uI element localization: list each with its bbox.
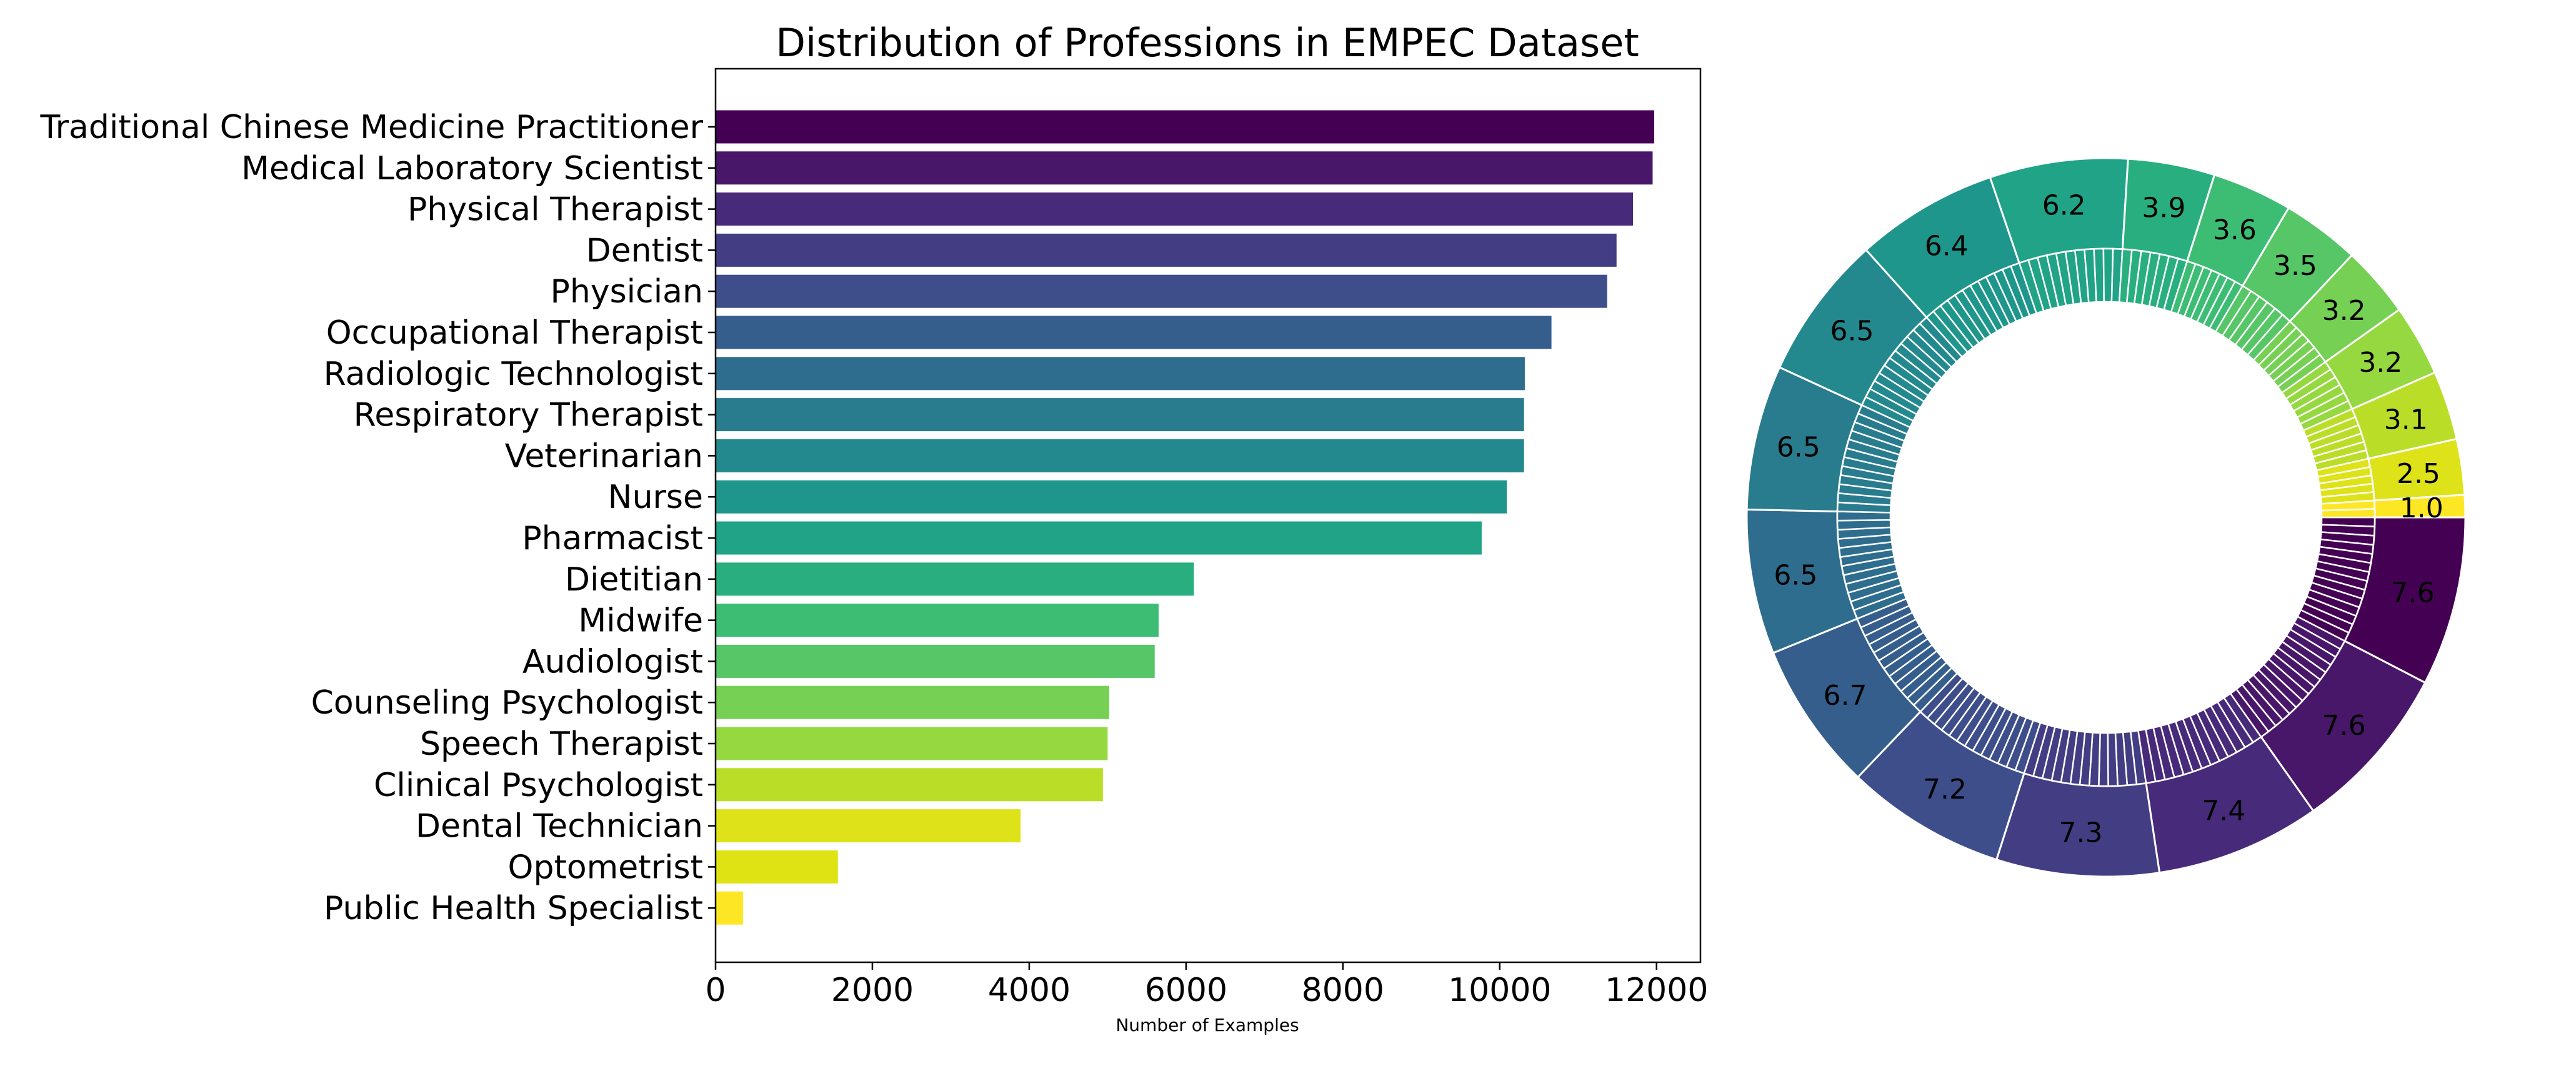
y-tick-label: Optometrist	[508, 849, 703, 886]
donut-chart: 7.6 7.6 7.4 7.3 7.2 6.7 6.5 6.5 6.5 6.4 6.2 3.9 3.6 3…	[1745, 157, 2467, 878]
y-tick-label: Veterinarian	[505, 437, 703, 475]
x-tick-label: 12000	[1605, 972, 1708, 1009]
bar-chart-plot	[716, 110, 1654, 925]
y-tick-label: Physician	[551, 273, 704, 311]
y-tick-label: Dental Technician	[416, 808, 703, 845]
donut-slice-label: 3.5	[2274, 250, 2317, 282]
bar	[716, 151, 1653, 185]
donut-inner-slice	[2107, 732, 2119, 787]
donut-slice-label: 7.2	[1923, 774, 1967, 805]
bar	[716, 357, 1525, 391]
donut-slice-label: 6.7	[1824, 680, 1867, 712]
donut-slice-label: 3.9	[2142, 192, 2185, 224]
y-tick-label: Medical Laboratory Scientist	[241, 150, 703, 187]
donut-slice-label: 1.0	[2400, 492, 2444, 524]
x-tick-label: 4000	[988, 972, 1071, 1009]
bar	[716, 110, 1654, 144]
donut-slice-label: 6.5	[1830, 315, 1874, 347]
x-tick-label: 8000	[1302, 972, 1384, 1009]
donut-slice-label: 7.4	[2202, 795, 2245, 827]
bar	[716, 233, 1617, 267]
donut-slice-label: 3.6	[2213, 214, 2257, 246]
donut-slice-label: 6.2	[2042, 190, 2086, 222]
x-tick-label: 6000	[1145, 972, 1227, 1009]
y-tick-label: Occupational Therapist	[326, 314, 703, 352]
bar	[716, 644, 1155, 678]
bar	[716, 274, 1607, 308]
y-tick-label: Pharmacist	[522, 520, 703, 557]
bar	[716, 809, 1021, 843]
donut-slice-label: 6.4	[1925, 230, 1969, 262]
bar	[716, 727, 1108, 760]
donut-slice-label: 2.5	[2397, 458, 2440, 490]
donut-inner-slice	[2320, 508, 2376, 519]
donut-slice-label: 6.5	[1777, 432, 1820, 464]
donut-slice-label: 7.6	[2391, 577, 2435, 609]
y-tick-label: Dietitian	[565, 561, 703, 599]
y-tick-label: Nurse	[608, 479, 703, 516]
x-tick-label: 2000	[831, 972, 914, 1009]
donut-slice-label: 3.2	[2359, 347, 2402, 379]
y-tick-label: Public Health Specialist	[324, 890, 703, 927]
donut-inner-slice	[1836, 519, 1892, 531]
donut-slice-label: 3.2	[2322, 295, 2366, 327]
y-tick-label: Respiratory Therapist	[354, 397, 703, 434]
x-axis: 0 2000 4000 6000 8000 10000 12000	[705, 962, 1708, 1009]
bar	[716, 521, 1482, 555]
x-tick-label: 10000	[1448, 972, 1551, 1009]
bar	[716, 850, 838, 884]
y-tick-label: Physical Therapist	[407, 191, 703, 229]
x-tick-label: 0	[705, 972, 726, 1009]
bar	[716, 398, 1524, 432]
plot-frame	[714, 67, 1702, 964]
bar	[716, 192, 1634, 226]
y-tick-label: Speech Therapist	[420, 725, 703, 763]
y-axis: Traditional Chinese Medicine Practitione…	[40, 109, 716, 927]
bar	[716, 768, 1103, 802]
bar	[716, 439, 1524, 472]
bar	[716, 480, 1507, 514]
chart-title: Distribution of Professions in EMPEC Dat…	[776, 20, 1639, 66]
y-tick-label: Traditional Chinese Medicine Practitione…	[40, 109, 704, 146]
y-tick-label: Counseling Psychologist	[311, 684, 703, 722]
bar	[716, 891, 743, 925]
donut-slice-label: 7.6	[2322, 710, 2366, 742]
y-tick-label: Radiologic Technologist	[324, 356, 703, 393]
bar	[716, 316, 1552, 349]
bar	[716, 685, 1109, 719]
donut-inner-slice	[2093, 247, 2105, 303]
donut-slice-label: 7.3	[2059, 817, 2103, 849]
y-tick-label: Dentist	[586, 232, 703, 269]
donut-slice-label: 3.1	[2384, 404, 2428, 436]
y-tick-label: Audiologist	[522, 643, 703, 680]
bar	[716, 562, 1194, 596]
donut-slice-label: 6.5	[1774, 560, 1817, 592]
y-tick-label: Midwife	[578, 602, 703, 640]
x-axis-label: Number of Examples	[1116, 1015, 1299, 1035]
y-tick-label: Clinical Psychologist	[374, 767, 703, 804]
bar	[716, 604, 1159, 637]
